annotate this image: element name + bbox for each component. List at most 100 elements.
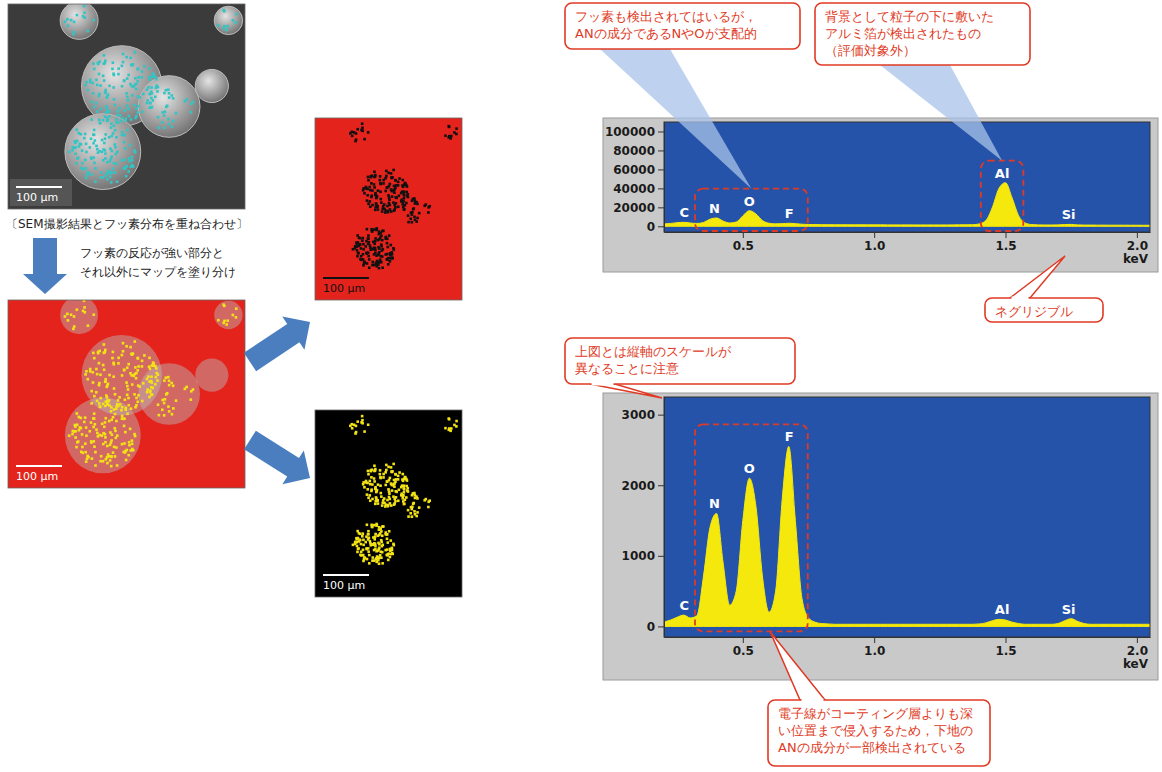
map-dot (79, 142, 82, 145)
map-dot (367, 203, 370, 206)
map-dot (358, 538, 361, 541)
map-dot (104, 62, 107, 65)
tick-mark (658, 626, 664, 627)
map-dot (96, 110, 99, 113)
map-dot (450, 427, 453, 430)
callout-box (565, 3, 800, 49)
map-dot (403, 208, 406, 211)
callout-pointer (880, 65, 1002, 161)
map-dot (371, 525, 374, 528)
tick-mark (1006, 232, 1007, 238)
callout-pointer (1010, 256, 1065, 298)
map-dot (369, 186, 372, 189)
map-dot (402, 193, 405, 196)
map-dot (411, 515, 414, 518)
map-dot (385, 469, 388, 472)
map-dot (124, 147, 127, 150)
map-dot (85, 143, 88, 146)
map-dot (394, 196, 397, 199)
map-dot (84, 416, 87, 419)
map-dot (386, 548, 389, 551)
map-dot (379, 198, 382, 201)
map-dot (126, 77, 129, 80)
map-dot (117, 399, 120, 402)
tick-mark (658, 169, 664, 170)
other-map-image: 100 µm (315, 118, 462, 300)
map-dot (391, 177, 394, 180)
map-dot (360, 551, 363, 554)
map-dot (73, 31, 76, 34)
map-dot (410, 506, 413, 509)
map-dot (117, 405, 120, 408)
map-dot (391, 251, 394, 254)
peak-label: O (744, 461, 755, 476)
particle (195, 359, 228, 392)
map-dot (395, 491, 398, 494)
map-dot (109, 459, 112, 462)
map-dot (365, 252, 368, 255)
map-dot (379, 484, 382, 487)
micrograph-frame (8, 4, 245, 209)
map-dot (367, 176, 370, 179)
map-dot (360, 554, 363, 557)
map-dot (112, 375, 115, 378)
scale-bar (323, 574, 369, 576)
map-dot (386, 537, 389, 540)
map-dot (374, 533, 377, 536)
map-dot (155, 367, 158, 370)
map-dot (134, 51, 137, 54)
map-dot (361, 122, 364, 125)
map-dot (388, 479, 391, 482)
map-dot (93, 129, 96, 132)
map-dot (141, 359, 144, 362)
map-dot (103, 62, 106, 65)
map-dot (147, 375, 150, 378)
map-dot (143, 65, 146, 68)
map-dot (384, 190, 387, 193)
callout-pointer (590, 384, 662, 398)
map-dot (171, 413, 174, 416)
map-dot (391, 195, 394, 198)
map-dot (96, 373, 99, 376)
particle (60, 4, 98, 39)
map-dot (232, 314, 235, 317)
map-dot (84, 133, 87, 136)
map-dot (377, 189, 380, 192)
map-dot (405, 202, 408, 205)
map-dot (403, 491, 406, 494)
callout: フッ素も検出されてはいるが，ANの成分であるNやOが支配的 (565, 3, 800, 189)
map-dot (93, 395, 96, 398)
highlight-box (695, 189, 808, 231)
map-dot (132, 85, 135, 88)
plot-area (664, 122, 1150, 232)
map-dot (135, 83, 138, 86)
map-dot (172, 120, 175, 123)
map-dot (71, 149, 74, 152)
map-dot (90, 390, 93, 393)
map-dot (365, 547, 368, 550)
map-dot (146, 388, 149, 391)
map-dot (92, 92, 95, 95)
map-dot (84, 159, 87, 162)
map-dot (74, 436, 77, 439)
map-dot (172, 385, 175, 388)
map-dot (412, 502, 415, 505)
micrograph-frame (8, 300, 245, 488)
map-dot (379, 477, 382, 480)
map-dot (104, 133, 107, 136)
chart-background (603, 393, 1158, 680)
map-dot (109, 147, 112, 150)
map-dot (413, 510, 416, 513)
map-dot (349, 132, 352, 135)
map-dot (111, 68, 114, 71)
callout-text: ANの成分が一部検出されている (778, 740, 966, 755)
tick: 0.5 (733, 637, 754, 658)
map-dot (112, 86, 115, 89)
map-dot (99, 405, 102, 408)
map-dot (71, 430, 74, 433)
map-dot (366, 228, 369, 231)
map-dot (152, 365, 155, 368)
map-dot (392, 543, 395, 546)
map-dot (362, 248, 365, 251)
map-dot (402, 494, 405, 497)
